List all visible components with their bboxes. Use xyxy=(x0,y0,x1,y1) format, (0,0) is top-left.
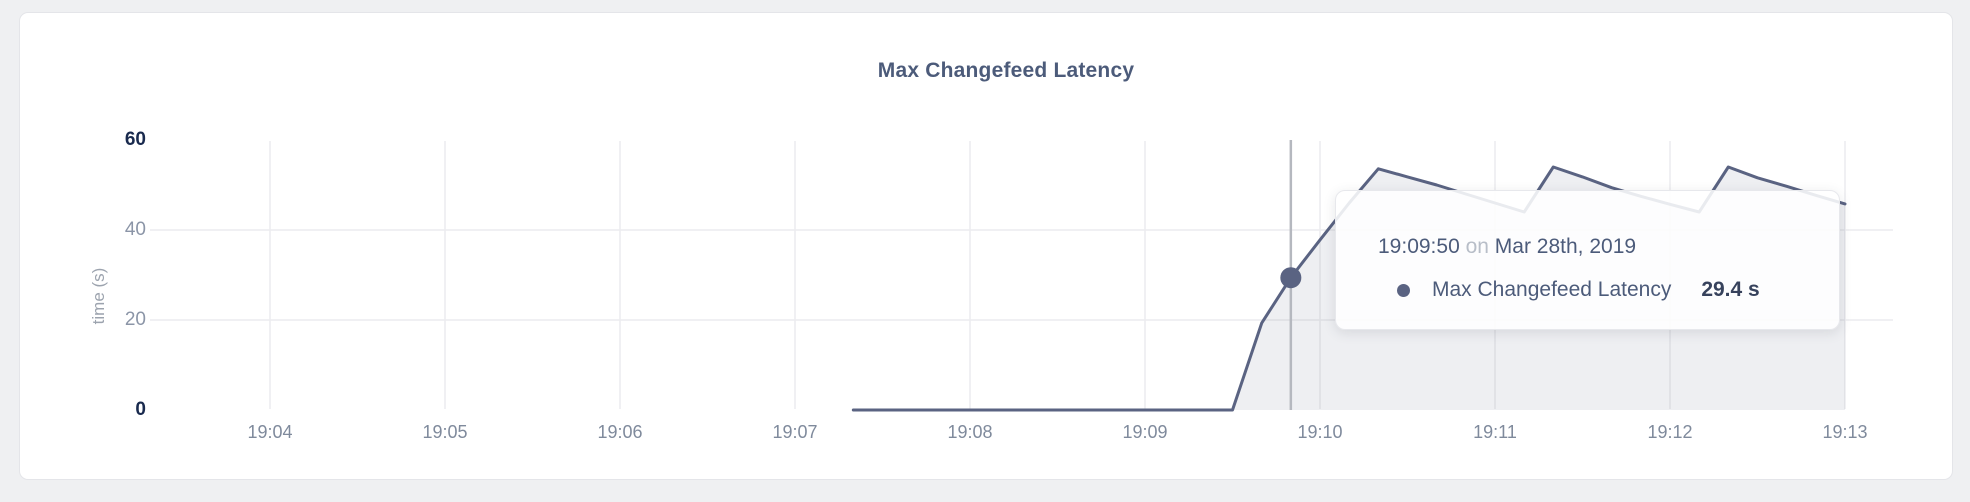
tooltip-header: 19:09:50 on Mar 28th, 2019 xyxy=(1378,234,1839,260)
y-tick-label: 60 xyxy=(124,129,146,150)
series-bullet-icon xyxy=(1397,283,1410,297)
x-tick-label: 19:11 xyxy=(1473,422,1517,442)
x-tick-label: 19:08 xyxy=(947,422,993,442)
tooltip-joiner: on xyxy=(1465,235,1489,258)
y-tick-label: 0 xyxy=(135,399,146,420)
x-tick-label: 19:05 xyxy=(422,422,468,442)
tooltip-value: 29.4 s xyxy=(1701,278,1760,301)
y-tick-label: 40 xyxy=(124,219,146,240)
y-tick-label: 20 xyxy=(124,309,146,330)
x-tick-label: 19:04 xyxy=(247,422,293,442)
tooltip-date: Mar 28th, 2019 xyxy=(1494,235,1637,258)
x-tick-label: 19:10 xyxy=(1297,422,1343,442)
tooltip-series-row: Max Changefeed Latency 29.4 s xyxy=(1397,277,1839,303)
hover-point xyxy=(1280,267,1302,289)
tooltip-time: 19:09:50 xyxy=(1378,235,1460,258)
x-tick-label: 19:12 xyxy=(1647,422,1693,442)
tooltip-series-name: Max Changefeed Latency xyxy=(1432,278,1672,301)
x-tick-label: 19:09 xyxy=(1122,422,1168,442)
chart-title: Max Changefeed Latency xyxy=(877,59,1135,82)
x-tick-label: 19:07 xyxy=(772,422,818,442)
tooltip: 19:09:50 on Mar 28th, 2019 Max Changefee… xyxy=(1335,190,1840,330)
x-tick-label: 19:13 xyxy=(1822,422,1868,442)
x-tick-label: 19:06 xyxy=(597,422,643,442)
